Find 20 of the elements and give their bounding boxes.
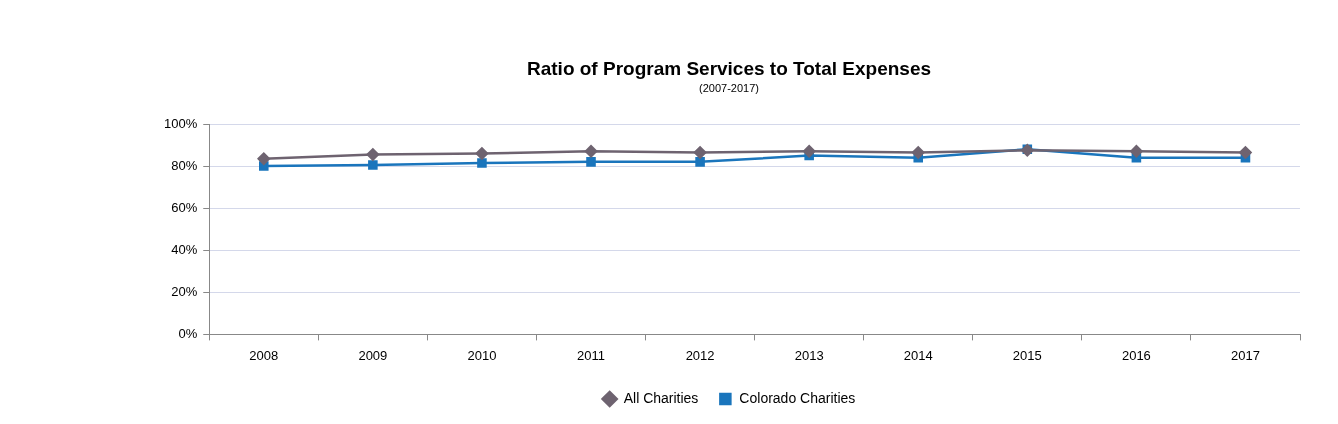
x-tick-label: 2012 — [685, 347, 715, 363]
x-tick-label: 2016 — [1121, 347, 1151, 363]
y-tick-label: 60% — [171, 199, 198, 215]
x-tick-label: 2010 — [467, 347, 497, 363]
y-tick-label: 20% — [171, 283, 198, 299]
y-tick-label: 40% — [171, 241, 198, 257]
x-tick-label: 2013 — [794, 347, 824, 363]
x-tick-label: 2017 — [1231, 347, 1260, 363]
legend-label: Colorado Charities — [739, 389, 856, 406]
chart-subtitle: (2007-2017) — [699, 82, 759, 95]
x-tick-label: 2011 — [577, 347, 605, 363]
x-tick-label: 2009 — [358, 347, 388, 363]
y-tick-label: 80% — [171, 157, 198, 173]
chart-title: Ratio of Program Services to Total Expenses — [526, 57, 932, 79]
legend-label: All Charities — [623, 389, 699, 406]
y-tick-label: 100% — [164, 115, 198, 131]
x-tick-label: 2015 — [1012, 347, 1042, 363]
y-tick-label: 0% — [178, 325, 198, 341]
x-tick-label: 2014 — [903, 347, 933, 363]
x-tick-label: 2008 — [249, 347, 279, 363]
